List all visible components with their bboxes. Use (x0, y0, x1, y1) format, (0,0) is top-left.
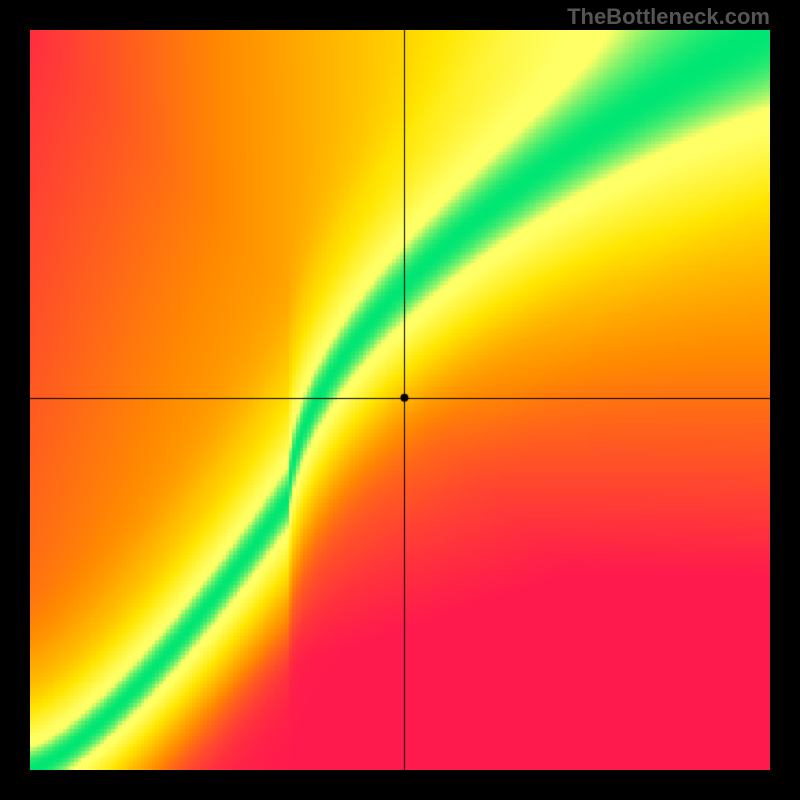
chart-container: TheBottleneck.com (0, 0, 800, 800)
watermark-text: TheBottleneck.com (567, 4, 770, 30)
bottleneck-heatmap (30, 30, 770, 770)
